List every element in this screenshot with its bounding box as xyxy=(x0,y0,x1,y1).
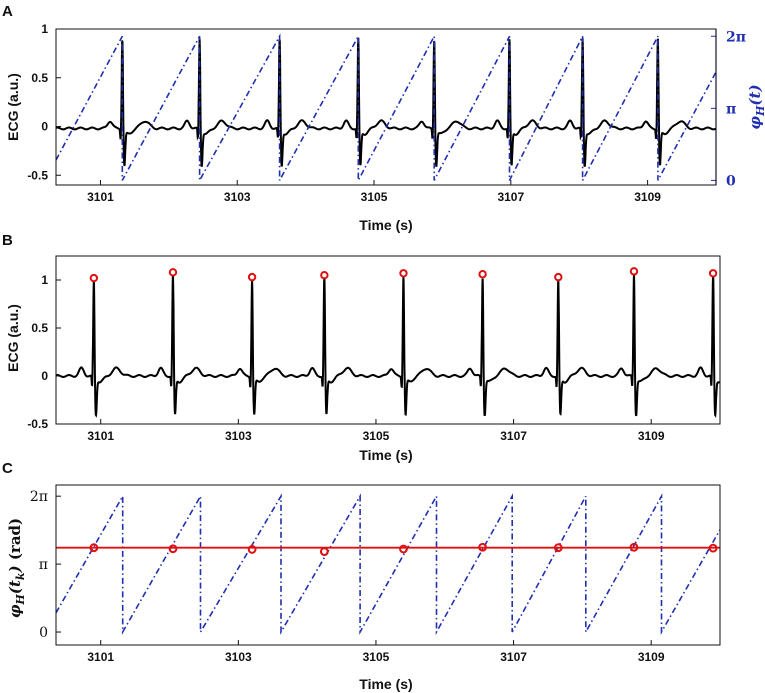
panel-a-xtick-label: 3109 xyxy=(634,190,661,204)
panel-b-r-peak-marker xyxy=(247,272,257,282)
panel-b-r-peak-marker xyxy=(320,271,329,280)
panel-c-phase-marker xyxy=(478,542,488,552)
panel-a-xtick-label: 3101 xyxy=(87,190,114,204)
panel-c-xtick-label: 3101 xyxy=(87,650,114,664)
panel-a-right-ylabel: φH(t) xyxy=(746,84,765,129)
panel-a-ytick-label: -0.5 xyxy=(27,168,48,182)
panel-b-xtick-label: 3107 xyxy=(500,429,527,443)
panel-c-ytick-label: 0 xyxy=(39,625,48,641)
panel-b-xtick-label: 3105 xyxy=(363,429,390,443)
panel-c-plot: 3101 3103 3105 3107 3109 0 π 2π xyxy=(30,489,721,664)
panel-b-plot: 3101 3103 3105 3107 3109 -0.5 0 0.5 1 xyxy=(27,267,721,443)
panel-b-ytick-label: -0.5 xyxy=(27,417,48,431)
panel-a-right-ytick-label: 2π xyxy=(726,29,746,45)
panel-a-plot: 3101 3103 3105 3107 3109 -0.5 0 0.5 1 0 π 2π xyxy=(27,22,746,204)
panel-c-ytick-label: π xyxy=(39,557,48,573)
panel-c-ytick-label: 2π xyxy=(30,489,48,505)
panel-c-phase-marker xyxy=(247,545,257,554)
panel-c-xtick-label: 3107 xyxy=(500,650,527,664)
panel-a-xtick-label: 3105 xyxy=(361,190,388,204)
panel-c-phase-marker xyxy=(319,547,329,556)
panel-b-r-peak-marker xyxy=(399,269,408,278)
panel-c-xtick-label: 3103 xyxy=(225,650,252,664)
panel-b-ecg-line xyxy=(55,274,721,418)
panel-b-ylabel: ECG (a.u.) xyxy=(5,304,21,372)
panel-b-xtick-label: 3103 xyxy=(225,429,252,443)
panel-b-r-peak-marker xyxy=(708,269,718,278)
panel-c-xtick-label: 3109 xyxy=(638,650,665,664)
panel-b: B 3101 3103 3105 3107 3109 -0.5 0 0.5 1 Time (s)… xyxy=(2,232,721,463)
panel-b-r-peak-marker xyxy=(168,268,178,277)
panel-b-xtick-label: 3109 xyxy=(638,429,665,443)
panel-b-r-peak-marker xyxy=(478,270,487,279)
panel-a-right-ytick-label: π xyxy=(726,101,736,117)
panel-a-xtick-label: 3103 xyxy=(224,190,251,204)
panel-b-r-peak-marker xyxy=(89,273,99,283)
panel-c-xlabel: Time (s) xyxy=(359,676,412,692)
panel-c-frame xyxy=(55,484,721,646)
panel-b-frame xyxy=(55,255,721,425)
panel-b-ytick-label: 0.5 xyxy=(31,321,48,335)
panel-c-phase-marker xyxy=(168,544,178,554)
panel-a-ytick-label: 0.5 xyxy=(31,71,48,85)
panel-c-phase-marker xyxy=(708,543,718,553)
panel-a: A 3101 3103 3105 3107 3109 -0.5 0 0.5 1 0 π 2π Time… xyxy=(2,3,765,233)
panel-a-xlabel: Time (s) xyxy=(359,217,412,233)
panel-a-ytick-label: 0 xyxy=(41,120,48,134)
panel-a-frame xyxy=(55,28,717,186)
panel-c-phase-line xyxy=(55,493,721,636)
panel-b-xlabel: Time (s) xyxy=(359,447,412,463)
panel-label-a: A xyxy=(2,3,13,20)
panel-c-ylabel: φH(tk) (rad) xyxy=(6,518,27,618)
panel-a-right-ytick-label: 0 xyxy=(726,173,736,189)
panel-b-ytick-label: 1 xyxy=(41,273,48,287)
panel-c-phase-marker xyxy=(629,542,639,552)
panel-c-xtick-label: 3105 xyxy=(363,650,390,664)
panel-c: C 3101 3103 3105 3107 3109 0 π 2π Time (s) φH(t… xyxy=(2,460,721,692)
panel-a-ecg-line xyxy=(55,37,717,168)
panel-c-phase-marker xyxy=(399,544,408,554)
panel-a-phase-line xyxy=(55,33,717,184)
panel-a-ylabel: ECG (a.u.) xyxy=(5,73,21,141)
panel-b-r-peak-marker xyxy=(554,272,563,282)
panel-c-phase-marker xyxy=(553,543,563,553)
panel-a-xtick-label: 3107 xyxy=(497,190,524,204)
panel-label-c: C xyxy=(2,460,13,477)
panel-label-b: B xyxy=(2,232,13,249)
panel-b-r-peak-marker xyxy=(629,267,639,276)
panel-b-xtick-label: 3101 xyxy=(87,429,114,443)
panel-c-phase-marker xyxy=(89,543,99,553)
panel-b-ytick-label: 0 xyxy=(41,369,48,383)
panel-a-ytick-label: 1 xyxy=(41,22,48,36)
